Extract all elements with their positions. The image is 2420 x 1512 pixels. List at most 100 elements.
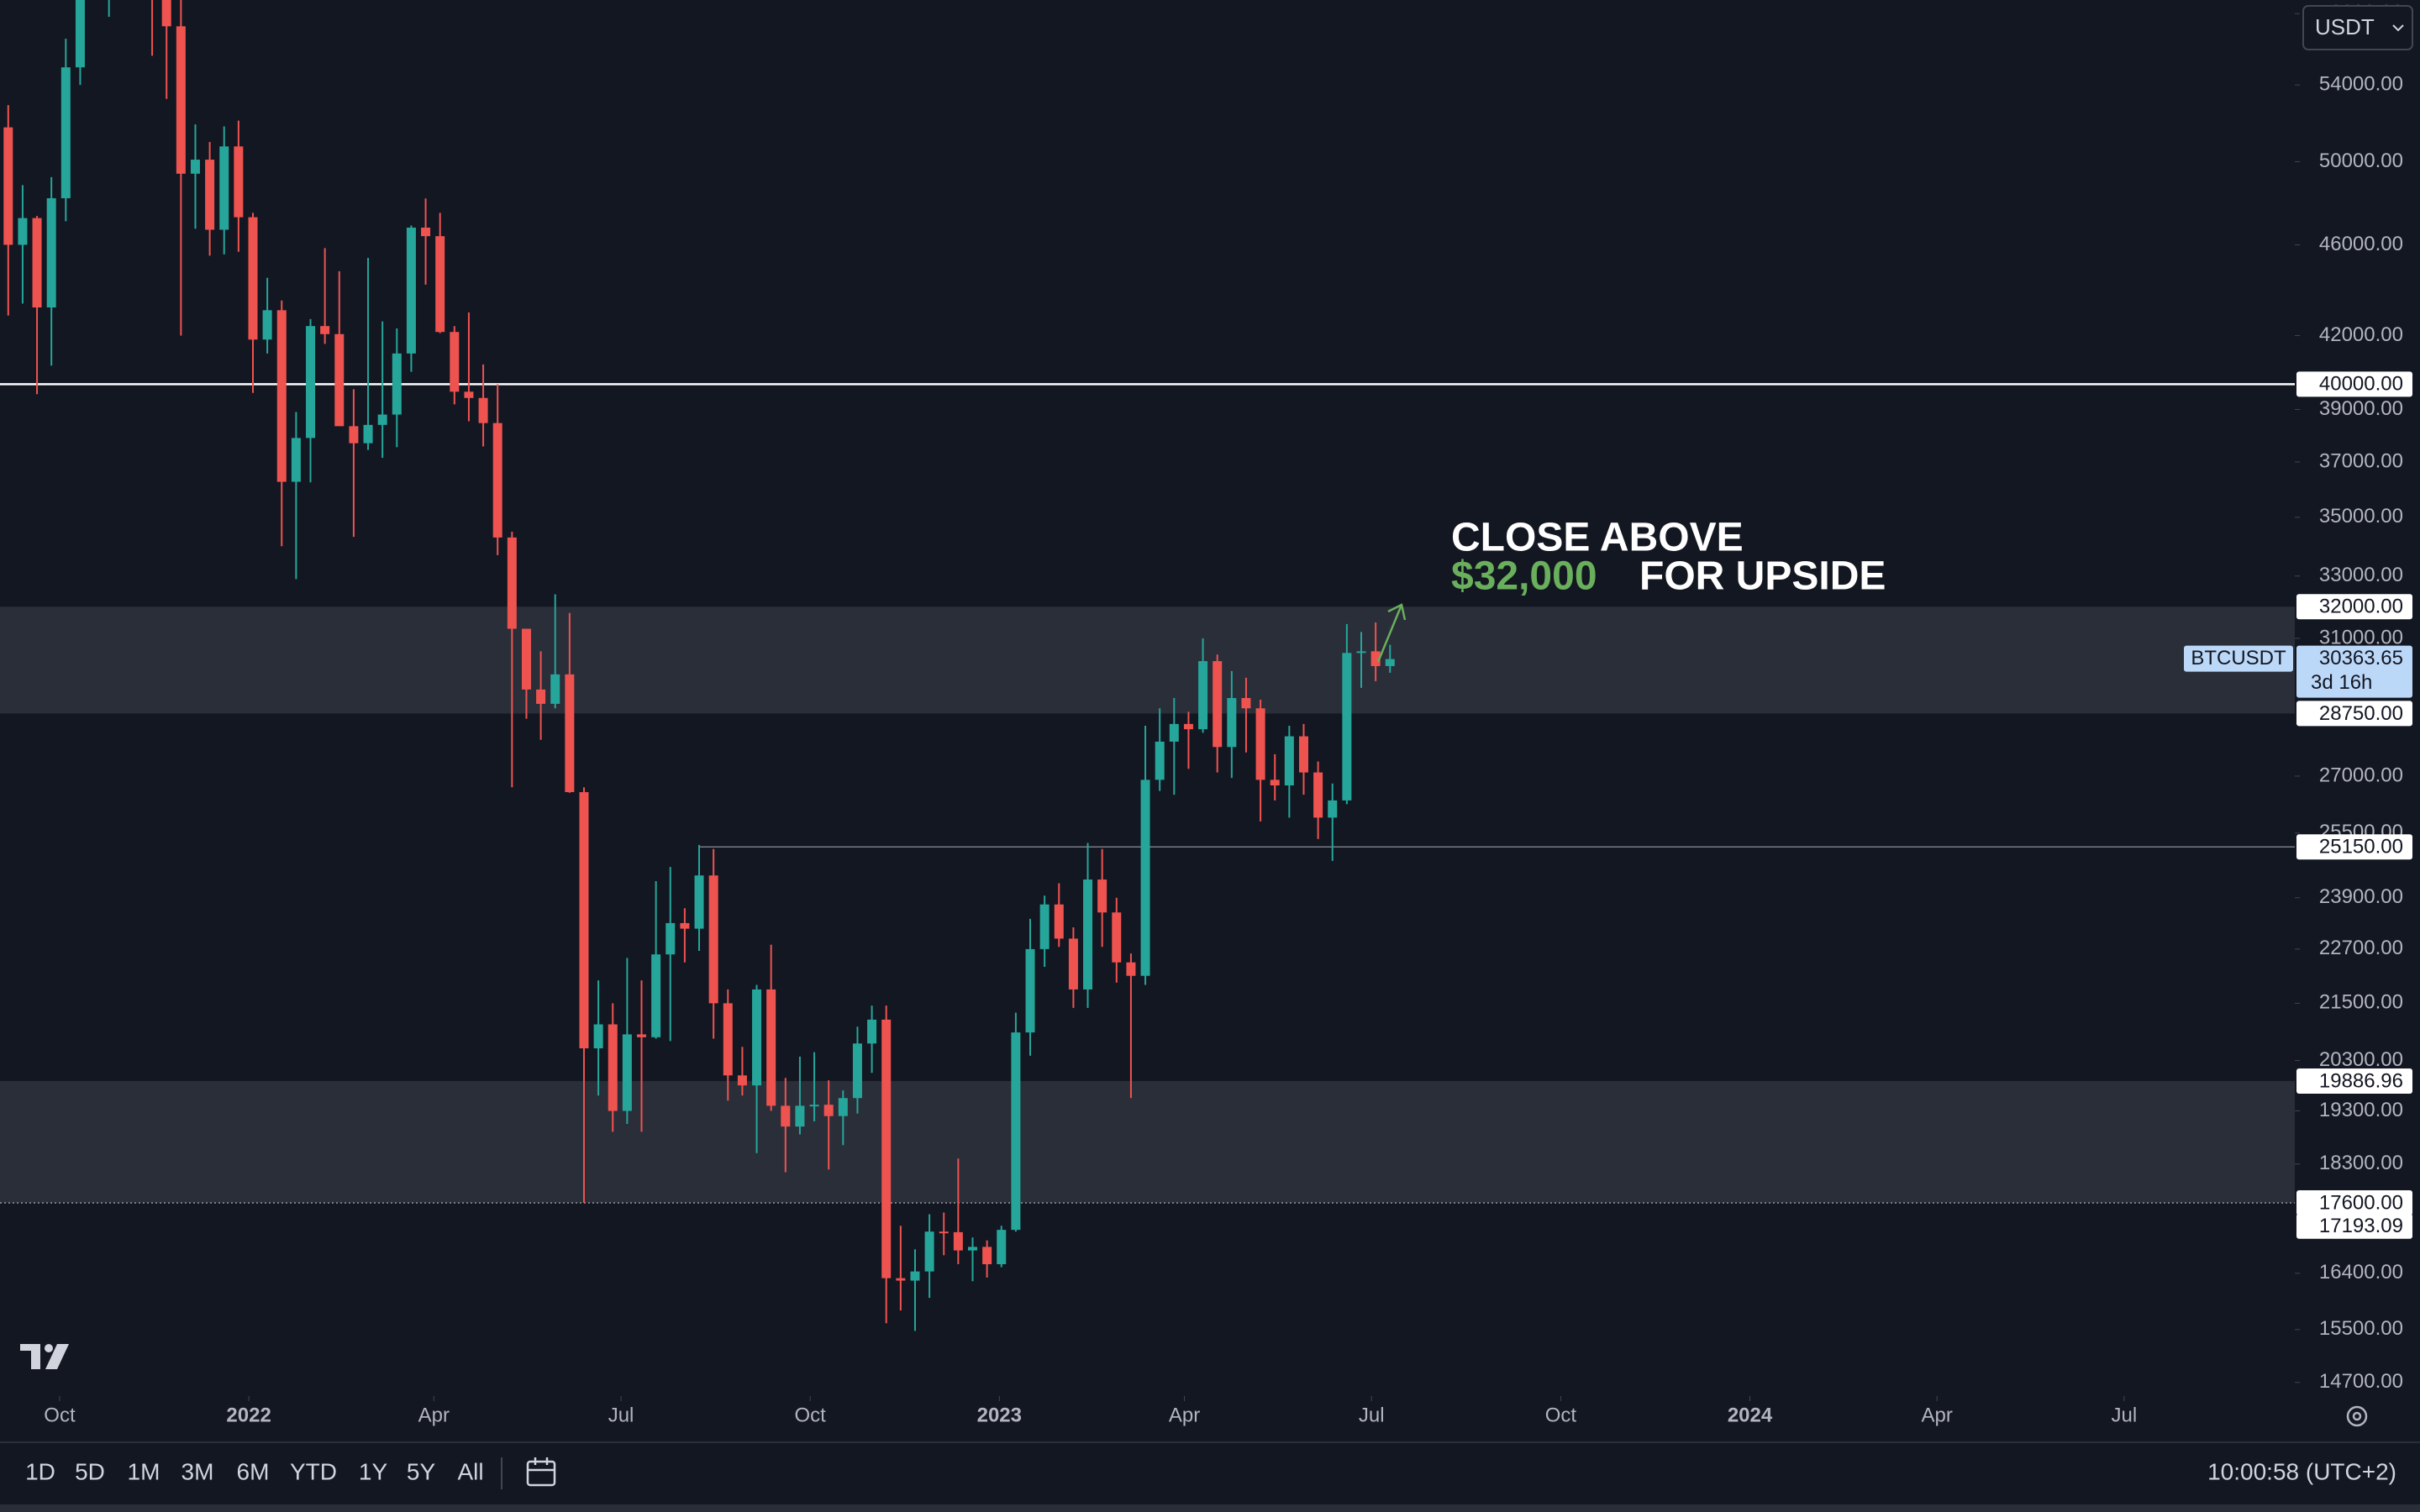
price-label-box [2296,1189,2412,1215]
x-tick-label: 2022 [226,1404,271,1426]
candle-body [550,674,560,704]
settings-icon[interactable] [2346,1405,2368,1427]
range-button[interactable]: 5D [75,1458,105,1484]
candle-body [161,0,171,27]
candle-body [248,217,258,340]
toolbar: 1D 5D 1M 3M 6M YTD 1Y 5Y All [25,1458,483,1484]
y-tick-label: 54000.00 [2319,72,2403,95]
range-button[interactable]: 6M [237,1458,270,1484]
candle-body [1227,697,1237,748]
candle-body [823,1105,834,1116]
candle-body [781,1105,791,1127]
candle-body [852,1043,862,1099]
candle-body [1270,780,1280,786]
currency-select[interactable]: USDT [2302,5,2413,50]
range-button[interactable]: 1M [128,1458,160,1484]
candle-body [694,875,704,929]
candle-body [708,875,718,1004]
price-axis: 58000.0054000.0050000.0046000.0042000.00… [2184,2,2412,1393]
candle-body [579,792,589,1049]
symbol-box [2184,645,2293,672]
bottom-strip [0,1504,2420,1512]
y-tick-label: 15500.00 [2319,1317,2403,1340]
range-button[interactable]: 1Y [359,1458,388,1484]
candle-body [867,1019,877,1044]
candle-body [18,218,28,245]
candle-body [349,426,359,444]
candle-body [1083,879,1093,990]
y-tick-label: 27000.00 [2319,764,2403,786]
candle-body [1213,661,1223,748]
candle-body [464,391,474,398]
zone [0,606,2295,714]
candle-body [421,227,431,237]
candle-body [219,146,229,230]
candle-body [838,1098,848,1116]
symbol-label: BTCUSDT [2191,647,2286,669]
candle-body [435,236,445,333]
price-label: 17193.09 [2319,1215,2403,1237]
range-button[interactable]: 1D [25,1458,55,1484]
candle-body [565,674,575,793]
candle-body [262,310,272,340]
candle-body [1284,736,1294,786]
annotation-price: $32,000 [1451,554,1597,599]
y-tick-label: 31000.00 [2319,626,2403,648]
candle-body [881,1019,892,1278]
candle-body [622,1034,632,1111]
candle-body [291,438,301,482]
y-tick-label: 35000.00 [2319,505,2403,528]
price-label-box [2296,834,2412,860]
y-tick-label: 20300.00 [2319,1048,2403,1071]
candle-body [536,689,546,704]
candle-body [205,160,215,230]
annotation-text: FOR UPSIDE [1639,554,1886,599]
candle-body [478,397,488,423]
y-tick-label: 37000.00 [2319,449,2403,472]
candle-body [1241,697,1251,709]
currency-label[interactable]: USDT [2315,14,2375,39]
price-label-box [2296,701,2412,727]
y-tick-label: 14700.00 [2319,1370,2403,1393]
y-tick-label: 39000.00 [2319,397,2403,420]
price-label: 17600.00 [2319,1191,2403,1214]
candle-body [608,1024,618,1111]
candle-body [392,353,402,415]
range-button[interactable]: 3M [182,1458,214,1484]
candle-body [46,197,56,307]
candle-body [1054,904,1064,939]
candle-body [320,326,330,334]
plot-area [0,0,2295,1331]
price-label: 28750.00 [2319,702,2403,725]
price-label-box [2296,1068,2412,1094]
calendar-icon[interactable] [526,1457,556,1487]
range-button[interactable]: All [457,1458,483,1484]
y-tick-label: 50000.00 [2319,150,2403,172]
range-button[interactable]: YTD [290,1458,337,1484]
price-label-box [2296,371,2412,397]
price-label: 32000.00 [2319,596,2403,618]
candle-body [680,922,690,929]
candle-body [1068,938,1078,990]
price-label: 19886.96 [2319,1069,2403,1092]
last-price-box [2296,645,2412,698]
candle-body [1025,948,1035,1033]
x-tick-label: Jul [608,1404,634,1426]
x-tick-label: Oct [44,1404,76,1426]
candle-body [982,1247,992,1265]
candle-body [1342,653,1352,801]
y-tick-label: 18300.00 [2319,1152,2403,1174]
candle-body [910,1271,920,1281]
candle-body [1328,800,1338,818]
candle-body [1255,708,1265,780]
candle-body [651,954,661,1037]
y-tick-label: 16400.00 [2319,1261,2403,1284]
candle-body [1169,723,1179,742]
y-tick-label: 23900.00 [2319,885,2403,908]
range-button[interactable]: 5Y [407,1458,436,1484]
y-tick-label: 19300.00 [2319,1099,2403,1121]
candle-body [1039,904,1050,949]
x-tick-label: Oct [794,1404,826,1426]
